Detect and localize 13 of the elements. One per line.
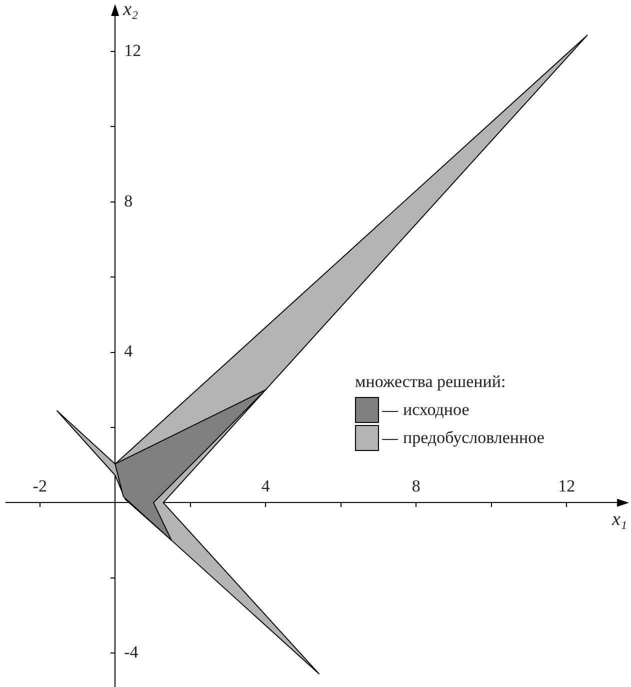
legend-label: предобусловленное — [379, 424, 544, 452]
y-axis-title: x₂ — [122, 0, 139, 20]
x-tick-label: -2 — [32, 476, 47, 496]
y-tick-label: 4 — [124, 342, 134, 361]
legend-title: множества решений: — [355, 371, 507, 393]
y-tick-label: 12 — [124, 40, 142, 60]
x-tick-label: 8 — [412, 476, 420, 496]
x-tick-label: 4 — [261, 476, 270, 496]
y-tick-label: -4 — [124, 642, 139, 662]
x-axis-title: x₁ — [610, 509, 627, 530]
y-tick-label: 8 — [124, 191, 133, 210]
legend-label: исходное — [379, 396, 470, 424]
x-tick-label: 12 — [558, 476, 576, 496]
